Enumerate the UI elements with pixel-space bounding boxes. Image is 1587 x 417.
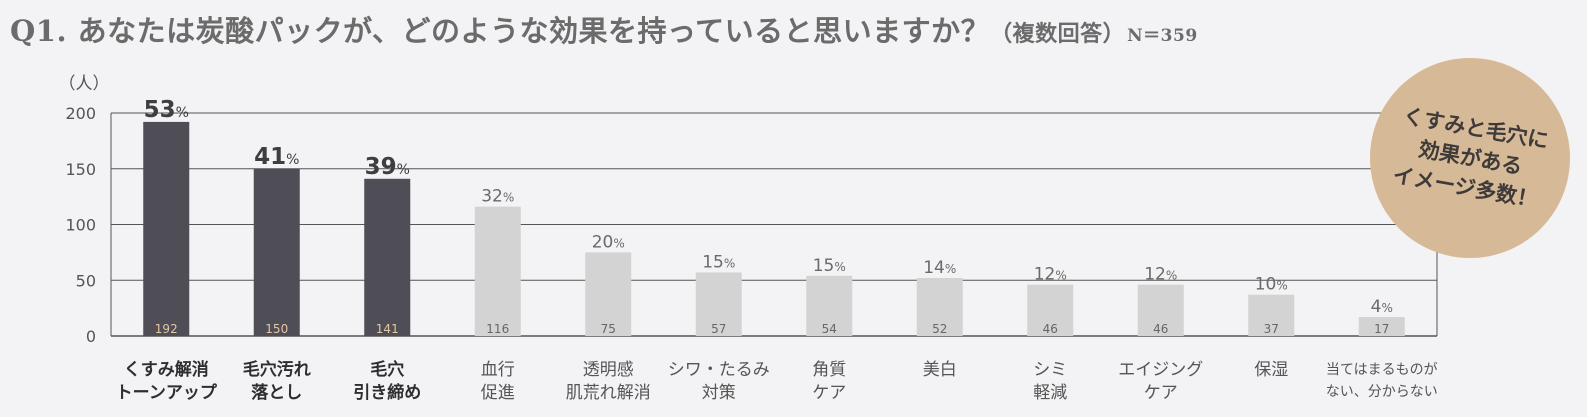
count-label: 116 [486, 322, 509, 336]
count-label: 141 [376, 322, 399, 336]
count-label: 46 [1043, 322, 1058, 336]
bar [695, 272, 742, 336]
count-label: 150 [265, 322, 288, 336]
category-label: 当てはまるものがない、分からない [1326, 362, 1438, 400]
badge-text: くすみと毛穴に 効果がある イメージ多数！ [1390, 103, 1550, 213]
percent-label: 15% [702, 252, 735, 272]
percent-label: 10% [1255, 275, 1288, 295]
y-tick-label: 150 [65, 160, 96, 179]
percent-label: 39% [365, 154, 410, 180]
category-label: シワ・たるみ対策 [668, 360, 770, 403]
category-label: 保湿 [1254, 360, 1288, 380]
y-tick-label: 200 [65, 104, 96, 123]
bar [806, 275, 853, 336]
y-axis-label: （人） [59, 74, 110, 94]
bar [143, 121, 190, 336]
percent-label: 41% [254, 144, 299, 170]
count-label: 192 [155, 322, 178, 336]
title-main: Q1. あなたは炭酸パックが、どのような効果を持っていると思いますか？ [10, 14, 991, 48]
category-label: 毛穴引き締め [353, 359, 421, 403]
chart-title: Q1. あなたは炭酸パックが、どのような効果を持っていると思いますか？（複数回答… [10, 8, 1198, 50]
count-label: 54 [822, 322, 837, 336]
bar [916, 278, 963, 336]
count-label: 75 [601, 322, 616, 336]
y-tick-label: 100 [65, 216, 96, 235]
bar [1137, 284, 1184, 336]
count-label: 57 [711, 322, 726, 336]
percent-label: 12% [1034, 265, 1067, 285]
bar [253, 168, 300, 336]
percent-label: 14% [923, 258, 956, 278]
count-label: 46 [1153, 322, 1168, 336]
category-label: エイジングケア [1118, 360, 1203, 403]
bar [585, 252, 632, 336]
category-label: 透明感肌荒れ解消 [566, 360, 651, 403]
y-tick-label: 0 [86, 327, 96, 346]
bar [474, 206, 521, 336]
bar [364, 178, 411, 336]
percent-label: 12% [1144, 265, 1177, 285]
category-label: くすみ解消トーンアップ [116, 359, 218, 403]
category-label: 毛穴汚れ落とし [243, 359, 311, 403]
count-label: 17 [1374, 322, 1389, 336]
percent-label: 53% [144, 97, 189, 123]
category-label: 角質ケア [812, 360, 846, 403]
title-multiple-answer: （複数回答） [990, 21, 1126, 47]
highlight-badge: くすみと毛穴に 効果がある イメージ多数！ [1370, 58, 1570, 258]
category-label: シミ軽減 [1033, 360, 1067, 403]
y-tick-label: 50 [76, 271, 96, 290]
percent-label: 32% [481, 187, 514, 207]
percent-label: 20% [592, 232, 625, 252]
bar [1248, 294, 1295, 336]
sample-size: N＝359 [1127, 26, 1198, 46]
category-label: 美白 [923, 360, 957, 380]
percent-label: 4% [1371, 297, 1393, 317]
category-label: 血行促進 [481, 360, 515, 403]
bar [1027, 284, 1074, 336]
bar [1358, 317, 1405, 336]
percent-label: 15% [813, 256, 846, 276]
count-label: 37 [1264, 322, 1279, 336]
count-label: 52 [932, 322, 947, 336]
